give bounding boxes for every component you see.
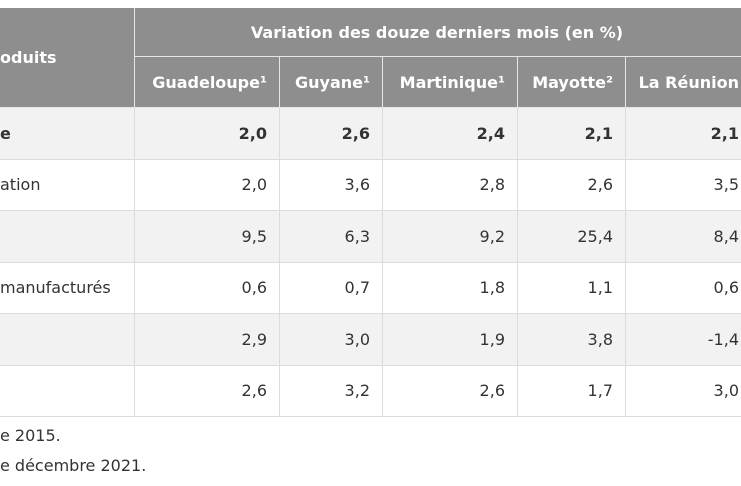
value-cell: -1,4 — [626, 314, 741, 366]
column-header: Martinique¹ — [383, 57, 518, 108]
group-header: Variation des douze derniers mois (en %) — [135, 8, 741, 57]
value-cell: 1,1 — [518, 262, 626, 314]
value-cell: 2,6 — [135, 365, 280, 417]
value-cell: 0,7 — [280, 262, 383, 314]
value-cell: 2,6 — [383, 365, 518, 417]
value-cell: 2,1 — [518, 108, 626, 160]
column-header: Guyane¹ — [280, 57, 383, 108]
column-header: La Réunion — [626, 57, 741, 108]
value-cell: 3,5 — [626, 159, 741, 211]
column-header: Mayotte² — [518, 57, 626, 108]
value-cell: 3,0 — [626, 365, 741, 417]
value-cell: 2,0 — [135, 159, 280, 211]
value-cell: 2,9 — [135, 314, 280, 366]
row-label — [0, 365, 135, 417]
column-header: Guadeloupe¹ — [135, 57, 280, 108]
footnote: e décembre 2021. — [0, 456, 147, 475]
value-cell: 8,4 — [626, 211, 741, 263]
row-header: oduits — [0, 8, 135, 108]
value-cell: 0,6 — [626, 262, 741, 314]
row-label: e — [0, 108, 135, 160]
value-cell: 2,6 — [280, 108, 383, 160]
value-cell: 9,5 — [135, 211, 280, 263]
value-cell: 2,1 — [626, 108, 741, 160]
row-label — [0, 314, 135, 366]
value-cell: 3,8 — [518, 314, 626, 366]
value-cell: 3,0 — [280, 314, 383, 366]
value-cell: 2,8 — [383, 159, 518, 211]
value-cell: 1,9 — [383, 314, 518, 366]
row-label: ation — [0, 159, 135, 211]
value-cell: 3,6 — [280, 159, 383, 211]
value-cell: 3,2 — [280, 365, 383, 417]
value-cell: 25,4 — [518, 211, 626, 263]
row-label — [0, 211, 135, 263]
value-cell: 9,2 — [383, 211, 518, 263]
value-cell: 6,3 — [280, 211, 383, 263]
value-cell: 2,6 — [518, 159, 626, 211]
value-cell: 2,4 — [383, 108, 518, 160]
value-cell: 1,7 — [518, 365, 626, 417]
row-label: manufacturés — [0, 262, 135, 314]
footnote: e 2015. — [0, 426, 61, 445]
value-cell: 1,8 — [383, 262, 518, 314]
value-cell: 2,0 — [135, 108, 280, 160]
value-cell: 0,6 — [135, 262, 280, 314]
